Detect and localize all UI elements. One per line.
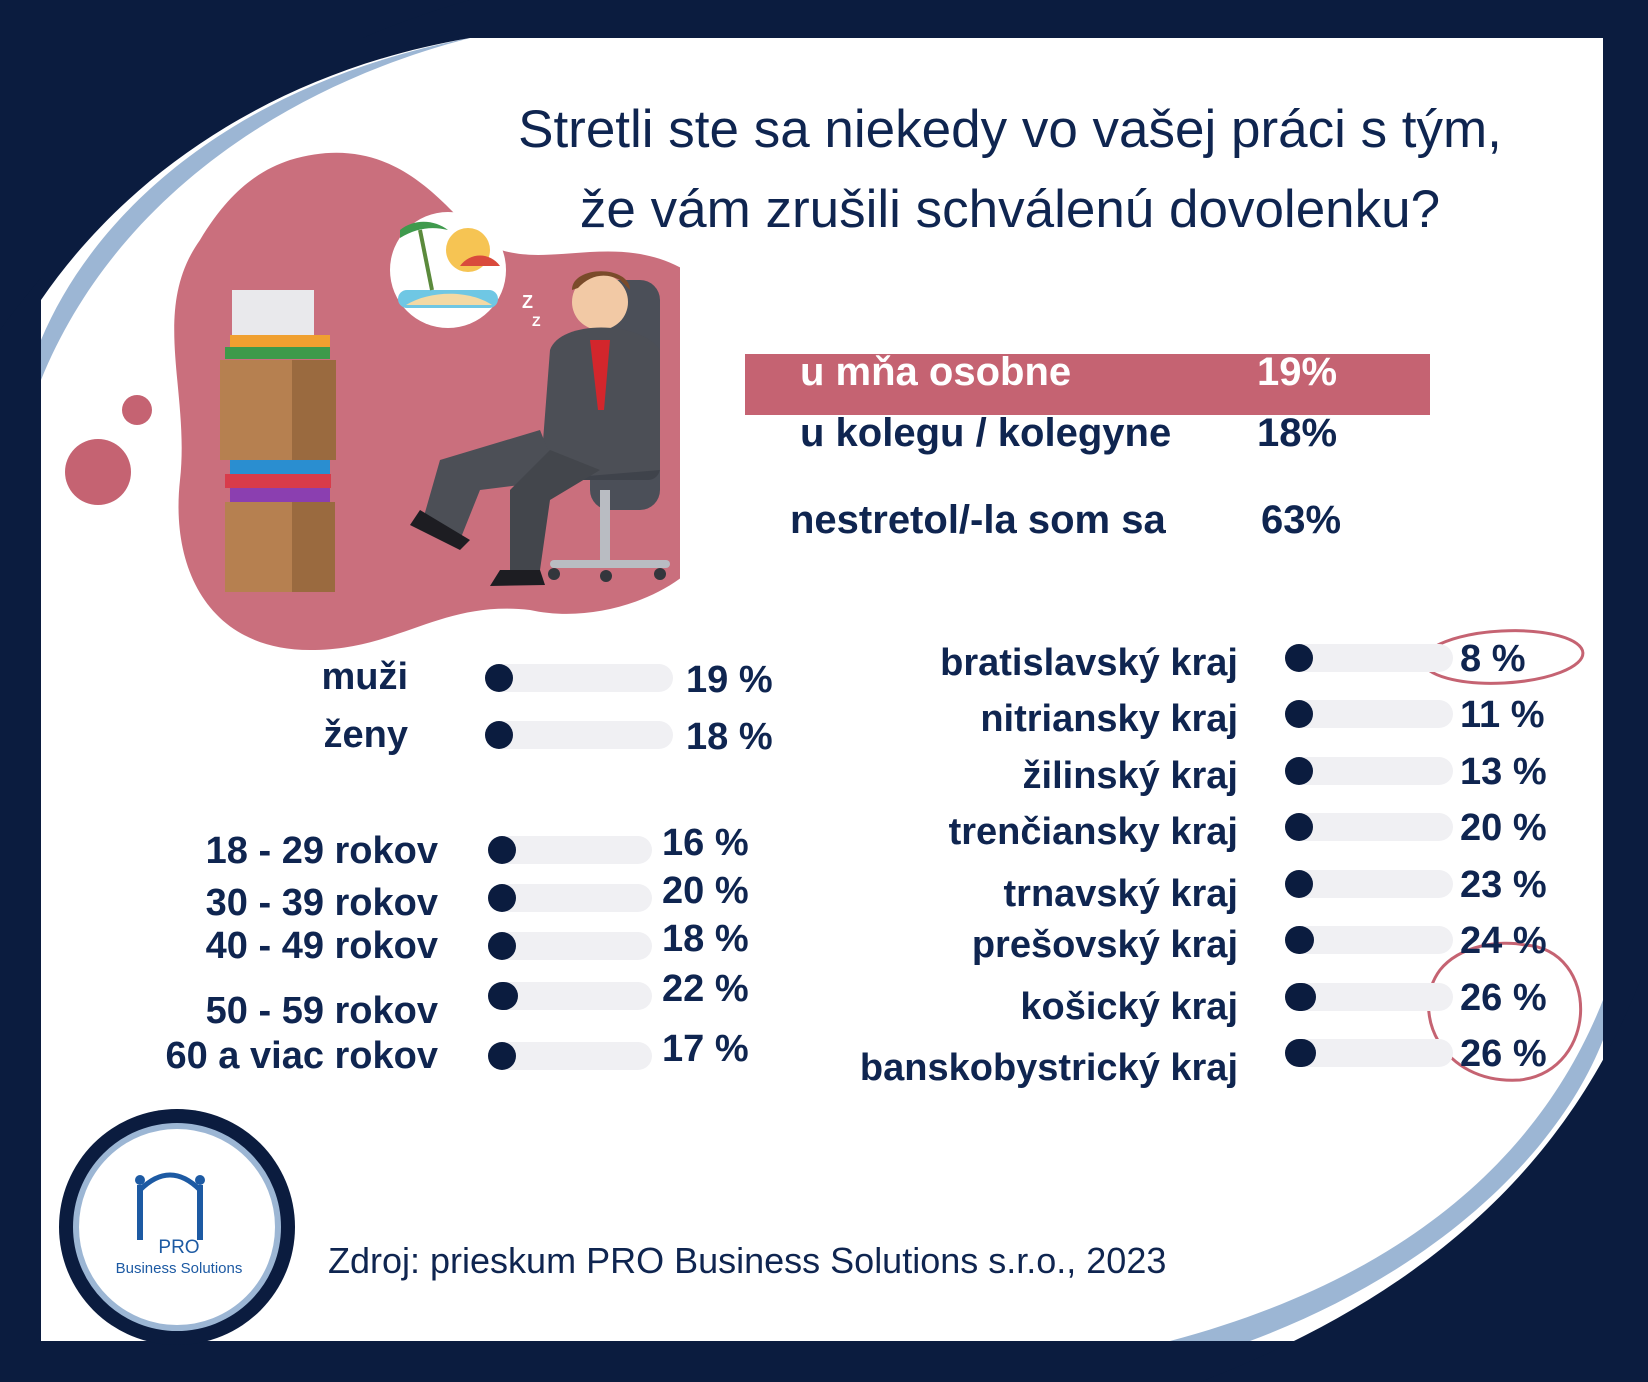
region-bar-track [1285, 700, 1453, 728]
region-bar-track [1285, 926, 1453, 954]
logo-text-business: Business Solutions [115, 1260, 243, 1277]
age-value: 18 % [662, 918, 749, 960]
age-label: 40 - 49 rokov [205, 925, 438, 967]
region-bar [1285, 926, 1314, 954]
region-bar-track [1285, 813, 1453, 841]
age-bar-track [488, 932, 652, 960]
region-bar-track [1285, 757, 1453, 785]
age-bar [488, 884, 516, 912]
age-label: 18 - 29 rokov [205, 830, 438, 872]
summary-label: nestretol/-la som sa [790, 498, 1166, 542]
age-bar-track [488, 884, 652, 912]
age-bar-track [488, 1042, 652, 1070]
region-label: žilinský kraj [1022, 755, 1238, 797]
region-bar [1285, 983, 1317, 1011]
region-bar-track [1285, 1039, 1453, 1067]
age-value: 16 % [662, 822, 749, 864]
region-label: trnavský kraj [1003, 873, 1239, 915]
summary-label: u mňa osobne [800, 350, 1072, 394]
age-label: 50 - 59 rokov [205, 990, 438, 1032]
summary-value: 18% [1257, 411, 1338, 455]
svg-text:Z: Z [522, 292, 533, 312]
gender-bar-track [485, 721, 673, 749]
region-label: prešovský kraj [971, 924, 1238, 966]
region-value: 11 % [1460, 694, 1545, 736]
region-bar-track [1285, 870, 1453, 898]
region-bar [1285, 757, 1313, 785]
age-bar [488, 932, 516, 960]
region-bar [1285, 1039, 1317, 1067]
age-bar [488, 1042, 516, 1070]
gender-value: 19 % [686, 659, 773, 701]
age-bar-track [488, 982, 652, 1010]
age-label: 60 a viac rokov [165, 1035, 438, 1077]
sleeping-businessman-illustration: Z Z [65, 152, 680, 650]
region-value: 20 % [1460, 807, 1547, 849]
region-bar [1285, 813, 1313, 841]
region-bar [1285, 870, 1313, 898]
age-label: 30 - 39 rokov [205, 882, 438, 924]
region-value: 8 % [1460, 638, 1526, 680]
summary-value: 63% [1261, 498, 1342, 542]
age-value: 17 % [662, 1028, 749, 1070]
svg-text:Z: Z [532, 313, 541, 329]
gender-bar-track [485, 664, 673, 692]
region-value: 26 % [1460, 977, 1547, 1019]
region-bar [1285, 644, 1313, 672]
region-bar-track [1285, 983, 1453, 1011]
region-bar-track [1285, 644, 1453, 672]
gender-bar [485, 721, 513, 749]
gender-label: muži [321, 656, 408, 698]
region-label: nitriansky kraj [980, 698, 1238, 740]
gender-value: 18 % [686, 716, 773, 758]
region-label: trenčiansky kraj [948, 811, 1238, 853]
summary-label: u kolegu / kolegyne [800, 411, 1172, 455]
age-value: 22 % [662, 968, 749, 1010]
source-note: Zdroj: prieskum PRO Business Solutions s… [328, 1240, 1167, 1281]
region-label: banskobystrický kraj [859, 1047, 1238, 1089]
chart-title-line2: že vám zrušili schválenú dovolenku? [579, 180, 1441, 239]
highlight-row [745, 354, 1430, 415]
region-value: 23 % [1460, 864, 1547, 906]
region-bar [1285, 700, 1313, 728]
chart-title-line1: Stretli ste sa niekedy vo vašej práci s … [518, 100, 1502, 159]
region-value: 24 % [1460, 920, 1547, 962]
region-value: 26 % [1460, 1033, 1547, 1075]
gender-bar [485, 664, 513, 692]
age-bar-track [488, 836, 652, 864]
summary-value: 19% [1257, 350, 1338, 394]
company-logo [59, 1109, 295, 1345]
region-value: 13 % [1460, 751, 1547, 793]
logo-text-pro: PRO [158, 1237, 200, 1258]
region-label: bratislavský kraj [940, 642, 1238, 684]
gender-label: ženy [323, 714, 408, 756]
age-bar [488, 836, 516, 864]
age-value: 20 % [662, 870, 749, 912]
age-bar [488, 982, 519, 1010]
region-label: košický kraj [1020, 986, 1238, 1028]
